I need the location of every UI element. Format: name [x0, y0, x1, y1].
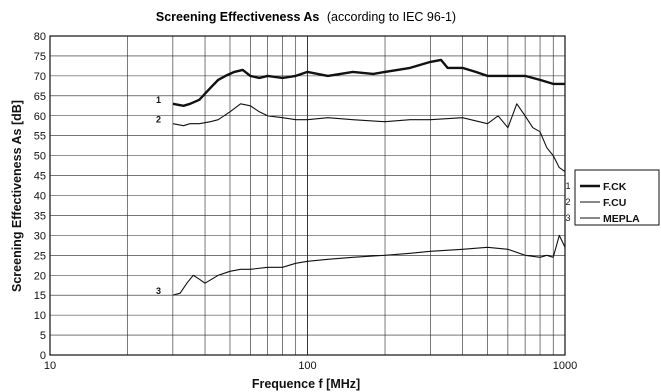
y-tick-label: 65 — [34, 91, 46, 103]
y-tick-label: 25 — [34, 250, 46, 262]
curve-label: 2 — [156, 115, 161, 125]
curve-labels: 1 2 3 — [156, 95, 161, 296]
y-tick-label: 80 — [34, 31, 46, 43]
chart-title: Screening Effectiveness As (according to… — [156, 10, 456, 24]
y-tick-label: 30 — [34, 230, 46, 242]
chart-title-note: (according to IEC 96-1) — [327, 10, 456, 24]
legend-label: MEPLA — [603, 213, 640, 225]
x-tick-label: 1000 — [553, 360, 577, 372]
curve-label: 1 — [156, 95, 161, 105]
x-tick-label: 100 — [298, 360, 316, 372]
y-tick-label: 10 — [34, 310, 46, 322]
y-tick-label: 45 — [34, 171, 46, 183]
y-tick-label: 75 — [34, 51, 46, 63]
legend-number: 2 — [565, 197, 570, 207]
series-lines — [172, 58, 566, 296]
series-line-f-ck — [172, 58, 565, 108]
y-tick-label: 50 — [34, 151, 46, 163]
x-axis-label: Frequence f [MHz] — [252, 377, 360, 391]
chart-title-main: Screening Effectiveness As — [156, 10, 320, 24]
y-tick-label: 55 — [34, 131, 46, 143]
legend-number: 3 — [565, 213, 570, 223]
legend-number: 1 — [565, 181, 570, 191]
x-tick-label: 10 — [44, 360, 56, 372]
legend-label: F.CK — [603, 181, 627, 193]
legend-label: F.CU — [603, 197, 626, 209]
y-axis-label: Screening Effectiveness As [dB] — [10, 100, 24, 292]
legend-box — [574, 169, 660, 226]
grid — [50, 36, 565, 355]
y-tick-label: 35 — [34, 210, 46, 222]
legend: 1 F.CK 2 F.CU 3 MEPLA — [565, 169, 660, 226]
curve-label: 3 — [156, 286, 161, 296]
y-tick-label: 15 — [34, 290, 46, 302]
series-line-f-cu — [172, 103, 566, 173]
y-tick-label: 40 — [34, 191, 46, 203]
x-tick-labels: 10 100 1000 — [44, 360, 577, 372]
y-tick-label: 20 — [34, 270, 46, 282]
series-line-mepla — [172, 234, 566, 296]
plot-frame — [49, 35, 566, 356]
y-tick-label: 60 — [34, 111, 46, 123]
y-tick-label: 0 — [40, 350, 46, 362]
y-tick-label: 70 — [34, 71, 46, 83]
y-tick-labels: 0 5 10 15 20 25 30 35 40 45 50 55 60 65 70 75 80 — [34, 31, 46, 362]
y-tick-label: 5 — [40, 330, 46, 342]
